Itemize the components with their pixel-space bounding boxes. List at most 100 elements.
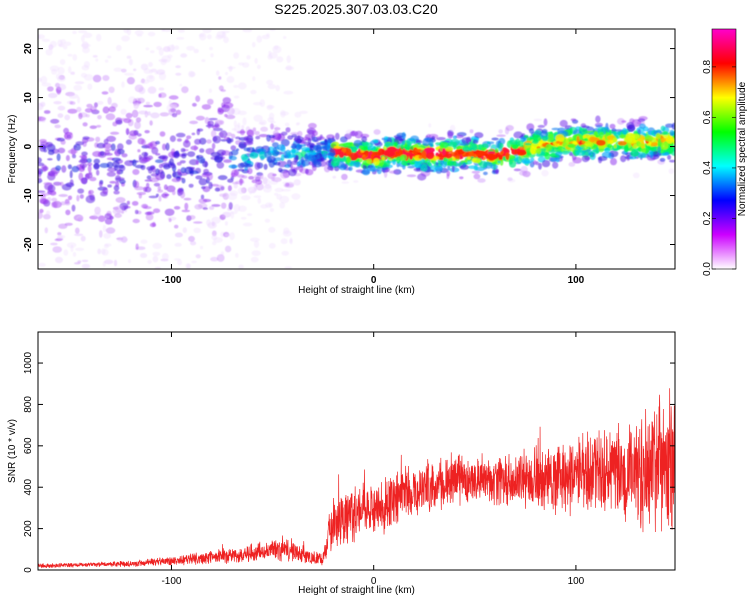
spectrogram-cell [331, 159, 340, 167]
spectrogram-cell [225, 114, 236, 120]
spectrogram-cell [54, 124, 61, 129]
spectrogram-cell [64, 222, 73, 226]
spectrogram-cell [264, 218, 271, 223]
spectrogram-cell [210, 129, 217, 138]
spectrogram-cell [215, 70, 220, 76]
spectrogram-cell [668, 168, 675, 175]
spectrogram-cell [276, 56, 284, 63]
spectrogram-cell [544, 152, 551, 160]
spectrogram-cell [148, 62, 153, 67]
spectrogram-cell [47, 184, 56, 193]
spectrogram-cell [110, 131, 120, 135]
spectrogram-cell [446, 174, 450, 180]
spectrogram-cell [523, 134, 529, 139]
spectrogram-cell [206, 219, 212, 227]
spectrogram-cell [653, 130, 663, 136]
spectrogram-cell [141, 203, 149, 209]
spectrogram-cell [184, 138, 189, 144]
spectrogram-cell [111, 157, 122, 162]
spectrogram-cell [434, 165, 444, 172]
spectrogram-cell [279, 195, 290, 204]
spectrogram-cell [342, 142, 353, 148]
spectrogram-cell [57, 105, 66, 111]
spectrogram-cell [88, 171, 93, 175]
spectrogram-cell [227, 178, 234, 183]
spectrogram-cell [98, 215, 105, 220]
spectrogram-cell [427, 147, 435, 153]
spectrogram-cell [181, 86, 189, 94]
spectrogram-cell [211, 204, 221, 207]
spectrogram-cell [633, 143, 638, 149]
spectrogram-cell [188, 235, 195, 242]
spectrogram-cell [155, 140, 161, 145]
spectrogram-cell [175, 132, 186, 138]
spectrogram-cell [512, 144, 519, 150]
spectrogram-cell [38, 77, 43, 82]
spectrogram-cell [145, 101, 151, 105]
spectrogram-cell [171, 113, 178, 118]
spectrogram-cell [202, 207, 208, 210]
spectrogram-cell [517, 149, 526, 153]
spectrogram-cell [168, 99, 172, 108]
spectrogram-cell [661, 142, 669, 150]
spectrogram-cell [74, 233, 84, 237]
spectrogram-cell [550, 146, 560, 150]
spectrogram-cell [102, 75, 110, 81]
spectrogram-cell [144, 130, 150, 134]
x-tick-label: 100 [568, 275, 585, 286]
spectrogram-cell [519, 170, 528, 176]
spectrogram-cell [233, 84, 239, 88]
spectrogram-cell [283, 36, 287, 39]
spectrogram-cell [87, 83, 93, 90]
spectrogram-cell [158, 195, 162, 202]
spectrogram-cell [82, 136, 90, 140]
spectrogram-cell [494, 148, 499, 153]
spectrogram-cell [184, 202, 189, 211]
spectrogram-cell [78, 159, 89, 164]
spectrogram-cell [346, 156, 352, 164]
spectrogram-cell [226, 107, 235, 116]
spectrogram-cell [150, 50, 155, 54]
spectrogram-cell [366, 158, 373, 164]
spectrogram-cell [123, 29, 129, 34]
spectrogram-cell [267, 54, 273, 60]
spectrogram-cell [259, 99, 265, 107]
spectrogram-cell [153, 182, 161, 187]
spectrogram-cell [216, 254, 225, 262]
spectrogram-cell [136, 191, 146, 196]
spectrogram-cell [133, 68, 137, 72]
spectrogram-cell [140, 158, 150, 163]
spectrogram-cell [640, 148, 646, 153]
spectrogram-cell [353, 180, 359, 183]
spectrogram-cell [273, 161, 281, 166]
spectrogram-cell [158, 87, 165, 91]
spectrogram-cell [85, 114, 90, 118]
spectrogram-cell [435, 161, 439, 166]
spectrogram-cell [596, 139, 606, 146]
spectrogram-cell [157, 310, 167, 317]
spectrogram-cell [61, 165, 67, 173]
spectrogram-cell [483, 171, 488, 176]
spectrogram-cell [151, 165, 156, 173]
spectrogram-cell [177, 168, 182, 176]
spectrogram-cell [447, 131, 454, 139]
spectrogram-cell [626, 122, 635, 129]
spectrogram-cell [125, 112, 133, 119]
spectrogram-cell [456, 146, 462, 150]
spectrogram-cell [513, 168, 522, 172]
spectrogram-cell [199, 137, 207, 145]
spectrogram-cell [50, 242, 58, 246]
spectrogram-cell [464, 158, 468, 163]
spectrogram-cell [57, 232, 62, 236]
spectrogram-cell [358, 145, 364, 150]
spectrogram-cell [190, 241, 197, 246]
spectrogram-cell [174, 45, 180, 50]
spectrogram-cell [117, 143, 124, 151]
spectrogram-cell [75, 247, 85, 251]
spectrogram-cell [188, 183, 194, 188]
spectrogram-cell [53, 181, 62, 186]
spectrogram-cell [109, 215, 114, 220]
spectrogram-cell [254, 131, 260, 136]
spectrogram-cell [58, 194, 68, 197]
spectrogram-cell [224, 233, 231, 237]
